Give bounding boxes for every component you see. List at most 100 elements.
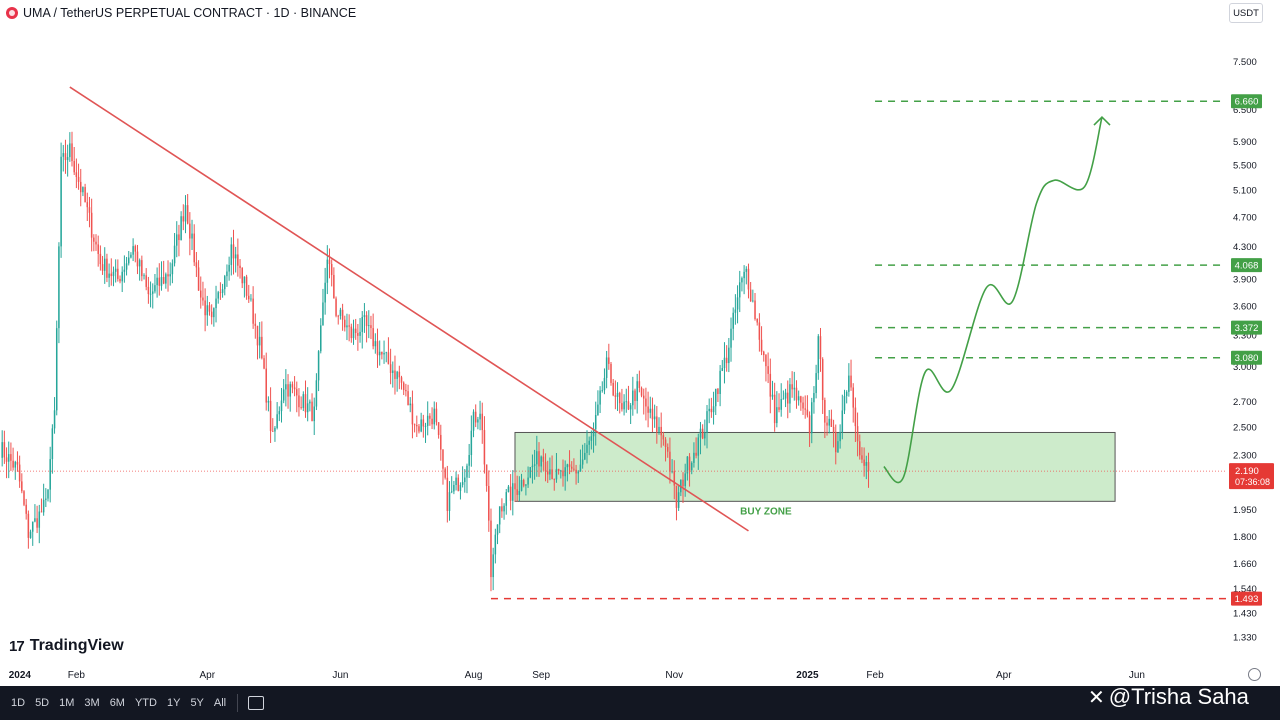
y-tick-label: 2.500 (1233, 423, 1257, 434)
candle-body (269, 400, 272, 432)
candle-body (16, 461, 19, 465)
y-tick-label: 5.100 (1233, 185, 1257, 196)
candle-body (385, 352, 388, 354)
candle-body (267, 400, 270, 403)
timeframe-ytd-button[interactable]: YTD (134, 697, 157, 709)
candle-body (730, 328, 732, 348)
candle-body (859, 441, 861, 456)
symbol-title-bar[interactable]: UMA / TetherUS PERPETUAL CONTRACT · 1D ·… (6, 5, 356, 21)
candle-body (237, 254, 239, 266)
candle-body (359, 331, 361, 336)
timeframe-1m-button[interactable]: 1M (59, 697, 75, 709)
candle-body (627, 401, 630, 410)
candle-body (448, 492, 451, 511)
trendline[interactable] (69, 86, 749, 532)
candle-body (810, 402, 813, 434)
buy-zone[interactable]: BUY ZONE (514, 431, 1116, 517)
timeframe-all-button[interactable]: All (213, 697, 227, 709)
candle-body (594, 415, 597, 430)
candle-body (474, 411, 477, 423)
candle-body (603, 377, 606, 391)
candle-body (315, 380, 318, 407)
timeframe-5d-button[interactable]: 5D (35, 697, 50, 709)
gear-icon[interactable] (1248, 668, 1261, 681)
candle-body (592, 429, 595, 437)
candle-body (114, 268, 117, 272)
candle-body (352, 328, 355, 339)
candle-body (784, 392, 787, 399)
candle-body (79, 181, 82, 193)
candle-body (413, 424, 416, 426)
candle-body (130, 254, 132, 258)
candle-body (151, 291, 154, 294)
candle-body (243, 276, 246, 284)
candle-body (167, 274, 169, 277)
candle-body (566, 464, 569, 468)
candle-body (623, 401, 625, 410)
candle-body (551, 469, 553, 480)
y-tick-label: 7.500 (1233, 57, 1257, 68)
candle-series (1, 131, 870, 592)
timeframe-6m-button[interactable]: 6M (109, 697, 125, 709)
descending-trendline (69, 86, 749, 532)
candle-body (632, 390, 634, 406)
timeframe-1y-button[interactable]: 1Y (166, 697, 181, 709)
y-tick-label: 4.300 (1233, 242, 1257, 253)
candle-body (202, 297, 204, 301)
candle-body (808, 415, 811, 434)
candle-body (125, 263, 128, 270)
candle-body (165, 274, 167, 284)
candle-body (265, 368, 267, 403)
candle-body (186, 205, 189, 224)
candle-body (444, 468, 446, 478)
candle-body (435, 408, 438, 423)
candle-body (483, 430, 486, 465)
candle-body (549, 469, 551, 475)
candle-body (459, 484, 462, 491)
candle-body (10, 454, 12, 461)
current-price-label: 2.190 (1235, 466, 1259, 477)
candle-body (625, 401, 628, 403)
x-logo-icon: ✕ (1088, 686, 1105, 709)
candle-body (684, 473, 686, 487)
candle-body (614, 395, 617, 397)
timeframe-5y-button[interactable]: 5Y (190, 697, 204, 709)
candle-body (160, 277, 163, 286)
projection-path[interactable] (883, 115, 1111, 484)
calendar-icon[interactable] (248, 696, 265, 710)
candle-body (714, 388, 717, 407)
timeframe-3m-button[interactable]: 3M (84, 697, 100, 709)
candle-body (605, 357, 608, 378)
candle-body (36, 518, 38, 528)
candle-body (178, 234, 180, 241)
candle-body (536, 451, 538, 465)
candle-body (354, 328, 357, 334)
candle-body (285, 384, 287, 390)
candle-body (560, 470, 562, 472)
price-level-label: 4.068 (1235, 261, 1259, 272)
candle-body (712, 406, 715, 413)
candle-body (453, 484, 455, 492)
candle-body (45, 498, 47, 500)
candle-body (226, 271, 228, 277)
timeframe-1d-button[interactable]: 1D (11, 697, 26, 709)
candle-body (389, 364, 392, 373)
currency-button[interactable]: USDT (1229, 3, 1263, 23)
x-axis-labels: 2024 Feb Apr Jun Aug Sep Nov 2025 Feb Apr Jun (9, 670, 1145, 681)
candle-body (103, 258, 106, 271)
price-chart[interactable]: 7.500 6.500 5.900 5.500 5.100 4.700 4.300 3.900… (0, 0, 1280, 686)
candle-body (47, 489, 49, 499)
candle-body (490, 520, 492, 578)
candle-body (298, 395, 300, 408)
candle-body (830, 418, 833, 427)
candle-body (119, 278, 121, 282)
candle-body (693, 452, 695, 463)
candle-body (426, 415, 429, 426)
candle-body (769, 373, 772, 397)
candle-body (671, 471, 673, 473)
candle-body (232, 244, 235, 259)
candle-body (485, 464, 488, 486)
y-tick-label: 3.900 (1233, 275, 1257, 286)
candle-body (213, 308, 215, 318)
price-levels[interactable]: 6.660 4.068 3.372 3.080 1.493 (490, 94, 1262, 606)
